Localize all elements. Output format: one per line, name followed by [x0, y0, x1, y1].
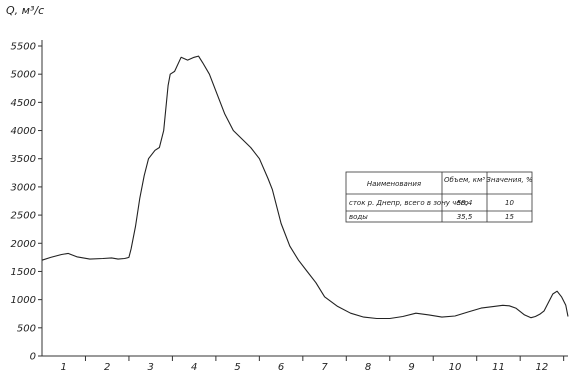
y-tick-label: 5500 — [11, 42, 36, 53]
y-tick-label: 1500 — [11, 267, 36, 278]
x-tick-label: 7 — [321, 362, 328, 371]
x-tick-label: 9 — [408, 362, 414, 371]
y-tick-label: 2000 — [11, 239, 36, 250]
x-tick-label: 2 — [104, 362, 110, 371]
table-header-cell: Наименования — [367, 180, 421, 188]
y-tick-label: 2500 — [11, 211, 36, 222]
table-cell: 58,4 — [457, 199, 473, 207]
table-cell: сток р. Днепр, всего в зону чего — [349, 199, 469, 207]
y-tick-label: 1000 — [11, 295, 36, 306]
y-tick-label: 500 — [17, 323, 36, 334]
y-tick-label: 0 — [30, 352, 36, 363]
table-cell: 10 — [505, 199, 514, 207]
y-axis-label: Q, м³/с — [6, 4, 44, 17]
x-tick-label: 3 — [147, 362, 153, 371]
y-tick-label: 4500 — [11, 98, 36, 109]
y-tick-label: 5000 — [11, 70, 36, 81]
y-tick-label: 4000 — [11, 126, 36, 137]
x-tick-label: 1 — [61, 362, 67, 371]
y-tick-label: 3000 — [11, 182, 36, 193]
data-table: Наименования Объем, км³ Значения, % сток р.… — [346, 172, 533, 222]
table-cell: 15 — [505, 213, 514, 221]
x-tick-label: 8 — [365, 362, 371, 371]
x-tick-label: 6 — [278, 362, 284, 371]
table-header-cell: Объем, км³ — [444, 176, 485, 184]
x-tick-label: 11 — [492, 362, 505, 371]
table-header-cell: Значения, % — [486, 176, 533, 184]
x-tick-label: 4 — [191, 362, 197, 371]
x-tick-label: 12 — [536, 362, 549, 371]
y-ticks: 0 500 1000 1500 2000 2500 3000 3500 4000 4500 5000… — [11, 42, 42, 363]
x-tick-label: 10 — [449, 362, 462, 371]
y-tick-label: 3500 — [11, 154, 36, 165]
x-tick-label: 5 — [234, 362, 240, 371]
table-cell: 35,5 — [457, 213, 473, 221]
table-cell: воды — [349, 213, 368, 221]
x-ticks: 1 2 3 4 5 6 7 8 9 10 11 12 — [61, 356, 564, 371]
